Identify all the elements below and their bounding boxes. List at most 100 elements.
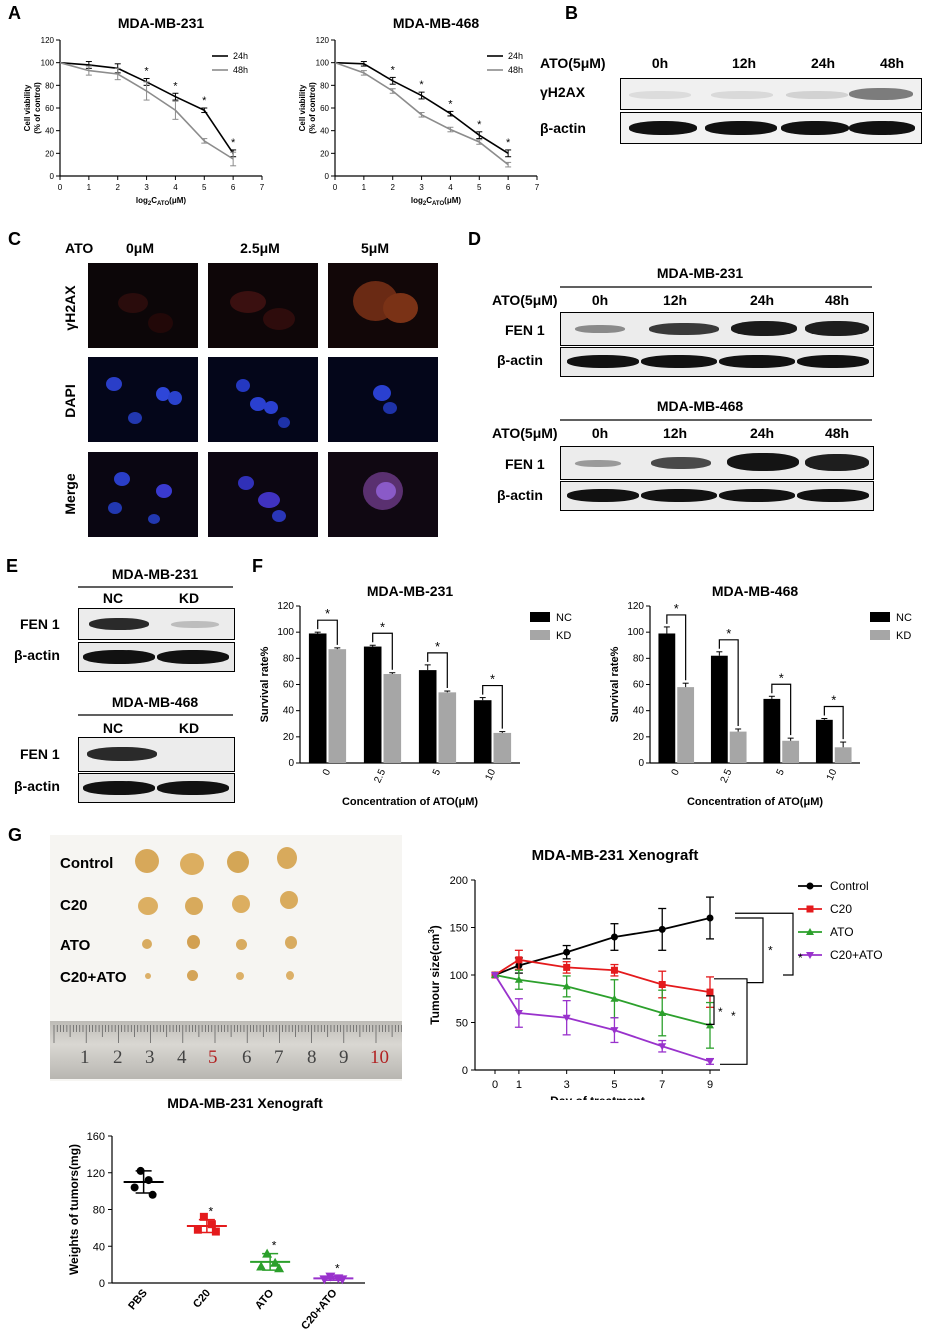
- data-point: [515, 956, 523, 964]
- y-tick-label: 40: [45, 127, 54, 136]
- x-tick-label: 3: [419, 183, 424, 192]
- blot-strip: [78, 608, 235, 640]
- y-tick-label: 100: [316, 59, 330, 68]
- x-axis-label: log2CATO(μM): [136, 196, 186, 207]
- x-axis-label-part: 2: [423, 201, 427, 207]
- y-tick-label: 80: [320, 81, 329, 90]
- tumor: [236, 972, 244, 980]
- viability-chart-mda-mb-231: MDA-MB-231 0 20 40 60 80 100 120 0 1 2 3 4 5 6 7 Cell vi…: [23, 15, 265, 207]
- lane-label: 12h: [662, 292, 688, 308]
- tumor: [145, 973, 151, 979]
- column-label: 5μM: [360, 240, 389, 256]
- blot-strip: [620, 78, 922, 110]
- legend-label: 48h: [233, 65, 248, 75]
- x-axis-label-part: ATO: [157, 201, 169, 207]
- x-tick-label: 7: [260, 183, 265, 192]
- blot-strip: [78, 773, 235, 803]
- treatment-label: ATO(5μM): [492, 425, 558, 441]
- tumor: [280, 891, 298, 909]
- x-tick-label: 3: [144, 183, 149, 192]
- lane-label: NC: [102, 720, 124, 736]
- ruler-number: 5: [208, 1047, 218, 1068]
- significance-bracket: [427, 652, 448, 689]
- significance-star: *: [731, 1009, 736, 1023]
- significance-star: *: [779, 670, 784, 685]
- lane-label: 48h: [824, 425, 850, 441]
- x-tick-label: 5: [477, 183, 482, 192]
- significance-star: *: [272, 1239, 277, 1253]
- x-tick-label: C20+ATO: [299, 1287, 340, 1332]
- data-point: [144, 1176, 153, 1185]
- blot-row-label: γH2AX: [540, 84, 586, 100]
- significance-star: *: [506, 137, 511, 149]
- significance-star: *: [173, 80, 178, 92]
- series-line: [494, 917, 711, 976]
- data-point: [806, 952, 814, 959]
- legend-swatch: [530, 612, 550, 622]
- y-tick-label: 150: [450, 923, 468, 935]
- x-tick-label: PBS: [126, 1287, 150, 1312]
- data-point: [256, 1261, 267, 1271]
- significance-star: *: [419, 79, 424, 91]
- y-tick-label: 60: [633, 680, 645, 691]
- significance-star: *: [335, 1262, 340, 1276]
- y-tick-label: 120: [627, 601, 644, 612]
- bar: [363, 646, 382, 763]
- chart-title: MDA-MB-231 Xenograft: [167, 1095, 323, 1111]
- chart-title: MDA-MB-468: [712, 583, 799, 599]
- lane-label: 48h: [824, 292, 850, 308]
- tumor: [227, 851, 249, 873]
- panel-label-d: D: [468, 229, 481, 249]
- data-point: [563, 948, 571, 956]
- tumor: [185, 897, 203, 915]
- x-tick-label: 4: [448, 183, 453, 192]
- y-tick-label: 20: [320, 149, 329, 158]
- y-tick-label: 100: [277, 627, 294, 638]
- data-point: [199, 1212, 208, 1221]
- blot-row-label: FEN 1: [505, 456, 545, 472]
- y-tick-label: 0: [288, 758, 294, 769]
- blot-row-label: FEN 1: [20, 616, 60, 632]
- xenograft-growth-chart: MDA-MB-231 Xenograft 0 50 100 150 200 0 1 3 5 7 9 Tu…: [427, 847, 883, 1100]
- x-tick-label: C20: [191, 1287, 213, 1310]
- y-tick-label: 60: [45, 104, 54, 113]
- data-point: [658, 925, 666, 933]
- significance-bracket: [735, 917, 764, 984]
- data-point: [337, 1275, 348, 1285]
- micrograph: [88, 263, 198, 348]
- y-axis-label: Survival rate%: [609, 646, 621, 722]
- y-tick-label: 50: [456, 1018, 468, 1030]
- panel-label-b: B: [565, 3, 578, 23]
- y-axis-label: Survival rate%: [259, 646, 271, 722]
- lane-label: KD: [178, 590, 200, 606]
- lane-label: 12h: [731, 55, 757, 71]
- ruler-number: 1: [80, 1047, 90, 1068]
- legend-swatch: [870, 612, 890, 622]
- y-tick-label: 0: [99, 1278, 105, 1290]
- legend-label: NC: [896, 612, 912, 624]
- y-tick-label: 0: [462, 1065, 468, 1077]
- data-point: [706, 914, 714, 922]
- micrograph: [208, 452, 318, 537]
- y-tick-label: 160: [87, 1131, 105, 1143]
- legend-swatch: [870, 630, 890, 640]
- lane-label: 24h: [749, 425, 775, 441]
- lane-label: 0h: [651, 55, 669, 71]
- significance-bracket: [735, 912, 794, 976]
- significance-star: *: [209, 1205, 214, 1219]
- significance-bracket: [718, 639, 739, 726]
- ruler-number: 6: [242, 1047, 252, 1068]
- bar: [438, 692, 457, 763]
- tumor: [285, 936, 297, 949]
- series-line: [494, 974, 711, 1027]
- legend-label: 48h: [508, 65, 523, 75]
- x-tick-label: 2.5: [719, 767, 735, 785]
- blot-row-label: β-actin: [14, 778, 60, 794]
- bar: [473, 700, 492, 763]
- y-tick-label: 80: [45, 81, 54, 90]
- data-point: [563, 963, 571, 971]
- series-line: [494, 958, 711, 993]
- tumor: [142, 939, 152, 949]
- blot-strip: [560, 347, 874, 377]
